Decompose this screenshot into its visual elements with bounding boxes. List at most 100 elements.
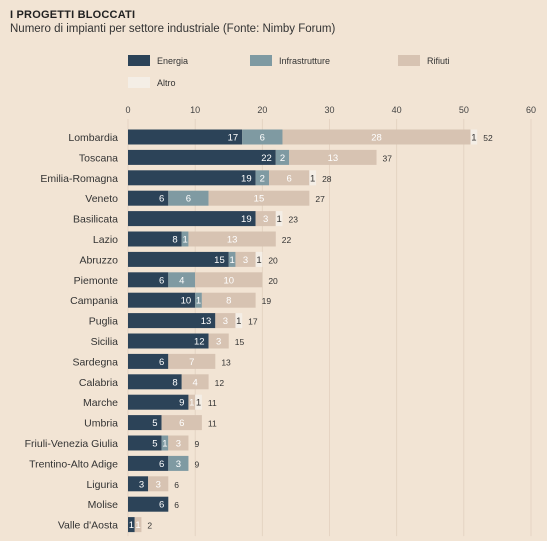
bar-value-label: 1 <box>182 235 187 246</box>
bar-value-label: 8 <box>172 377 177 388</box>
bar-value-label: 1 <box>236 316 241 327</box>
bar-value-label: 8 <box>172 235 177 246</box>
bar-value-label: 1 <box>471 133 476 144</box>
bar-total-label: 20 <box>268 255 278 265</box>
bar-value-label: 3 <box>243 255 248 266</box>
bar-value-label: 2 <box>280 153 285 164</box>
row-label: Toscana <box>79 152 118 164</box>
bar-segment-rifiuti <box>215 313 236 329</box>
bar-value-label: 3 <box>139 479 144 490</box>
bar-value-label: 3 <box>263 214 268 225</box>
bar-total-label: 17 <box>248 317 258 327</box>
bar-total-label: 11 <box>208 398 217 408</box>
bar-value-label: 15 <box>214 255 225 266</box>
bar-total-label: 6 <box>174 500 179 510</box>
bar-total-label: 27 <box>315 194 325 204</box>
bar-total-label: 13 <box>221 357 231 367</box>
bar-value-label: 1 <box>162 439 167 450</box>
bar-value-label: 22 <box>261 153 272 164</box>
bar-value-label: 19 <box>241 214 252 225</box>
chart-subtitle: Numero di impianti per settore industria… <box>10 23 336 35</box>
row-label: Basilicata <box>73 214 118 226</box>
bar-value-label: 5 <box>152 418 157 429</box>
bar-segment-rifiuti <box>208 190 310 206</box>
bar-value-label: 6 <box>179 418 184 429</box>
bar-total-label: 6 <box>174 480 179 490</box>
x-tick-label: 60 <box>526 105 536 115</box>
bar-total-label: 9 <box>194 439 199 449</box>
bar-segment-rifiuti <box>168 353 216 369</box>
bar-segment-infrastrutture <box>168 455 189 471</box>
bar-value-label: 10 <box>181 296 192 307</box>
row-label: Sardegna <box>72 356 118 368</box>
bar-value-label: 7 <box>189 357 194 368</box>
bar-value-label: 6 <box>260 133 265 144</box>
row-label: Valle d'Aosta <box>58 520 118 532</box>
bar-segment-infrastrutture <box>255 170 270 186</box>
bar-segment-rifiuti <box>235 251 256 267</box>
bar-segment-energia <box>128 190 169 206</box>
x-tick-label: 20 <box>257 105 267 115</box>
bar-total-label: 2 <box>147 521 152 531</box>
bar-value-label: 15 <box>254 194 265 205</box>
row-label: Piemonte <box>74 275 119 287</box>
row-label: Emilia-Romagna <box>40 173 118 185</box>
bar-value-label: 4 <box>179 275 184 286</box>
legend-swatch-altro <box>128 77 150 88</box>
bar-value-label: 5 <box>152 439 157 450</box>
bar-value-label: 8 <box>226 296 231 307</box>
bar-segment-rifiuti <box>282 129 471 145</box>
bar-value-label: 3 <box>156 479 161 490</box>
bar-total-label: 19 <box>262 296 272 306</box>
bar-value-label: 13 <box>201 316 212 327</box>
x-tick-label: 40 <box>392 105 402 115</box>
x-tick-label: 10 <box>190 105 200 115</box>
bar-segment-energia <box>128 374 182 390</box>
bar-segment-rifiuti <box>255 211 276 227</box>
bar-value-label: 6 <box>159 275 164 286</box>
bar-segment-infrastrutture <box>242 129 283 145</box>
row-label: Calabria <box>79 377 118 389</box>
bar-segment-energia <box>128 435 162 451</box>
x-tick-label: 0 <box>125 105 130 115</box>
bar-value-label: 13 <box>227 235 238 246</box>
bar-segment-rifiuti <box>188 394 196 410</box>
bar-value-label: 4 <box>193 377 198 388</box>
bar-segment-energia <box>128 353 169 369</box>
bar-segment-rifiuti <box>181 374 209 390</box>
bar-segment-infrastrutture <box>195 292 202 308</box>
bar-value-label: 1 <box>310 173 315 184</box>
bar-value-label: 1 <box>256 255 261 266</box>
bar-segment-energia <box>128 313 216 329</box>
row-label: Friuli-Venezia Giulia <box>25 438 119 450</box>
bar-value-label: 1 <box>229 255 234 266</box>
bar-segment-rifiuti <box>168 435 189 451</box>
bar-segment-energia <box>128 211 256 227</box>
row-label: Lombardia <box>68 132 118 144</box>
bar-value-label: 6 <box>159 500 164 511</box>
legend-label-altro: Altro <box>157 78 176 88</box>
bar-segment-energia <box>128 272 169 288</box>
bar-segment-energia <box>128 517 135 533</box>
row-label: Campania <box>70 295 118 307</box>
bar-value-label: 1 <box>189 398 194 409</box>
bar-total-label: 22 <box>282 235 292 245</box>
bar-value-label: 6 <box>159 357 164 368</box>
x-tick-label: 30 <box>324 105 334 115</box>
bar-segment-altro <box>309 170 317 186</box>
row-label: Veneto <box>85 193 118 205</box>
bar-value-label: 28 <box>371 133 382 144</box>
row-label: Molise <box>88 499 119 511</box>
row-label: Puglia <box>89 316 118 328</box>
bar-value-label: 9 <box>179 398 184 409</box>
bar-segment-energia <box>128 415 162 431</box>
bar-segment-energia <box>128 333 209 349</box>
bar-value-label: 12 <box>194 337 205 348</box>
bar-total-label: 15 <box>235 337 245 347</box>
bar-segment-altro <box>470 129 478 145</box>
legend-label-infrastrutture: Infrastrutture <box>279 56 330 66</box>
bar-value-label: 13 <box>328 153 339 164</box>
bar-value-label: 6 <box>186 194 191 205</box>
bar-segment-infrastrutture <box>168 190 209 206</box>
